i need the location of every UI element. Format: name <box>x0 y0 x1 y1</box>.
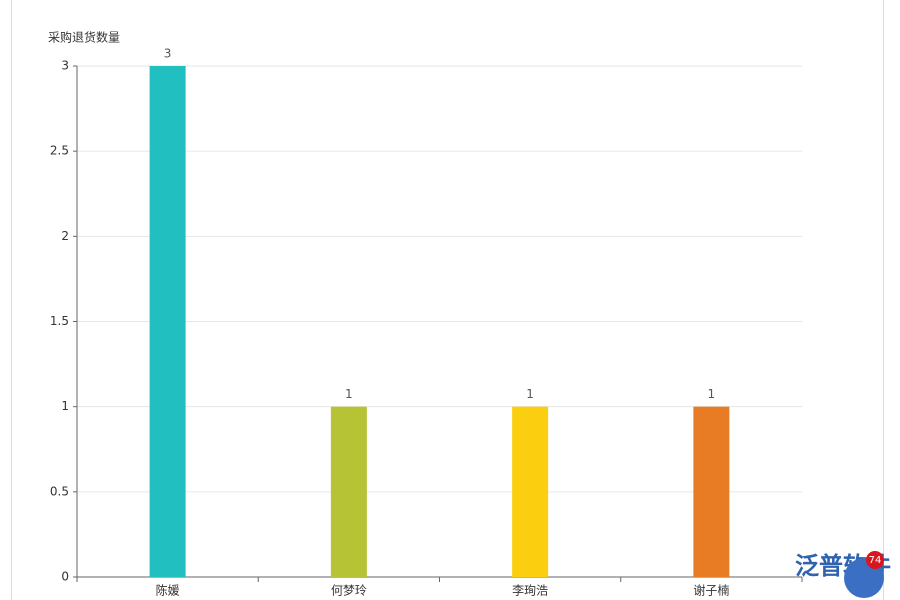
badge-bg <box>866 551 884 569</box>
x-tick-label: 陈媛 <box>156 583 180 598</box>
y-axis-label: 采购退货数量 <box>48 30 120 45</box>
value-label: 1 <box>708 387 716 401</box>
value-label: 3 <box>164 47 172 61</box>
x-tick-label: 谢子楠 <box>693 583 729 598</box>
badge: 74 <box>869 555 882 566</box>
y-tick-label: 2 <box>61 229 69 243</box>
y-tick-label: 1.5 <box>50 314 69 328</box>
x-tick-label: 李珣浩 <box>512 583 548 598</box>
bar <box>149 66 186 577</box>
y-tick-label: 0 <box>61 570 69 584</box>
y-tick-label: 3 <box>61 59 69 73</box>
y-tick-label: 1 <box>61 399 69 413</box>
y-tick-label: 0.5 <box>50 484 69 498</box>
bar <box>693 406 730 577</box>
bar <box>330 406 367 577</box>
bar <box>512 406 549 577</box>
x-tick-label: 何梦玲 <box>331 584 367 598</box>
value-label: 1 <box>345 387 353 401</box>
y-tick-label: 2.5 <box>50 144 69 158</box>
watermark: 泛普软件 74 <box>795 551 891 598</box>
value-label: 1 <box>526 387 534 401</box>
